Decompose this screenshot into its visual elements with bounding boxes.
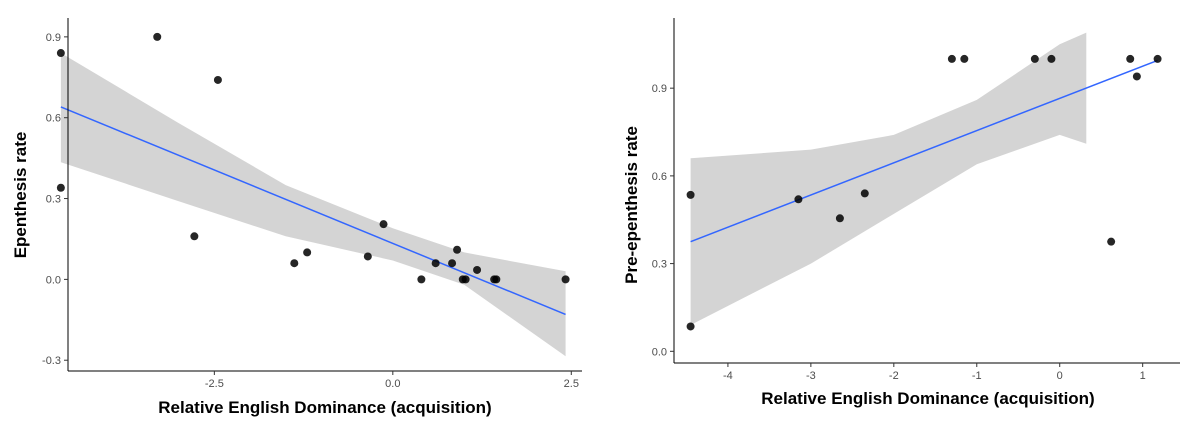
right-x-tick-label: -3 (806, 370, 816, 382)
left-y-axis-title: Epenthesis rate (11, 132, 30, 259)
right-y-tick-label: 0.0 (652, 346, 667, 358)
right-panel: -4 -3 -2 -1 0 1 0.0 0.3 0.6 0.9 Relative English… (622, 18, 1180, 408)
left-data-point (290, 259, 299, 268)
right-data-point (835, 214, 844, 223)
left-data-point (56, 183, 65, 192)
left-data-point (303, 248, 312, 257)
right-confidence-band (690, 32, 1087, 325)
left-data-point (417, 275, 426, 284)
right-y-tick-label: 0.9 (652, 83, 667, 95)
right-data-point (860, 189, 869, 198)
left-data-point (363, 252, 372, 261)
left-data-point (461, 275, 470, 284)
left-data-point (448, 259, 457, 268)
right-y-axis-title: Pre-epenthesis rate (622, 126, 641, 284)
right-data-point (686, 190, 695, 199)
right-x-tick-label: -1 (972, 370, 982, 382)
right-data-point (1107, 237, 1116, 246)
left-x-axis-title: Relative English Dominance (acquisition) (158, 398, 491, 417)
right-data-point (947, 54, 956, 63)
right-data-point (1132, 72, 1141, 81)
right-x-tick-label: -4 (723, 370, 733, 382)
left-data-point (56, 49, 65, 58)
left-y-tick-label: 0.9 (46, 32, 61, 44)
left-panel: -2.5 0.0 2.5 -0.3 0.0 0.3 0.6 0.9 Relative Eng… (11, 18, 582, 417)
left-x-tick-label: -2.5 (205, 378, 224, 390)
left-y-tick-label: 0.0 (46, 274, 61, 286)
right-x-tick-label: -2 (889, 370, 899, 382)
left-data-point (492, 275, 501, 284)
right-x-axis-title: Relative English Dominance (acquisition) (761, 389, 1094, 408)
left-confidence-band (60, 53, 566, 357)
left-data-point (431, 259, 440, 268)
left-data-point (190, 232, 199, 241)
right-data-point (1047, 54, 1056, 63)
left-data-point (379, 220, 388, 229)
right-x-tick-label: 1 (1140, 370, 1146, 382)
left-regression-line (60, 106, 566, 316)
left-x-tick-label: 0.0 (385, 378, 400, 390)
left-data-point (153, 32, 162, 41)
right-y-tick-label: 0.3 (652, 259, 667, 271)
left-x-tick-label: 2.5 (564, 378, 579, 390)
left-data-point (561, 275, 570, 284)
left-data-point (473, 265, 482, 274)
left-y-tick-label: 0.3 (46, 194, 61, 206)
right-data-point (1126, 54, 1135, 63)
right-data-point (686, 322, 695, 331)
right-regression-line (690, 59, 1158, 243)
right-x-tick-label: 0 (1057, 370, 1063, 382)
left-y-tick-label: -0.3 (42, 355, 61, 367)
right-y-tick-label: 0.6 (652, 171, 667, 183)
right-data-point (1153, 54, 1162, 63)
left-data-point (213, 75, 222, 84)
left-y-tick-label: 0.6 (46, 113, 61, 125)
right-data-point (794, 195, 803, 204)
right-data-point (1030, 54, 1039, 63)
right-data-point (960, 54, 969, 63)
left-data-point (453, 245, 462, 254)
